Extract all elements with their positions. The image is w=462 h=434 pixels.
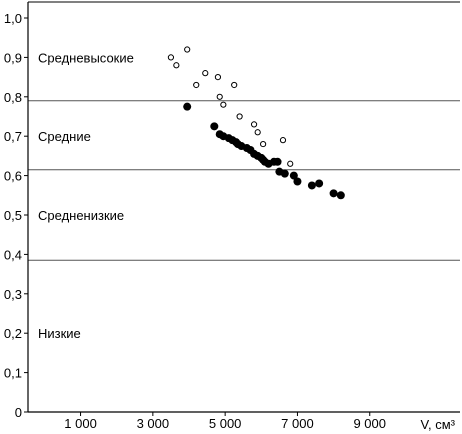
y-tick-label: 0,6 xyxy=(4,169,22,184)
y-axis-ticks: 0 0,1 0,2 0,3 0,4 0,5 0,6 0,7 0,8 0,9 1,0 xyxy=(4,11,28,420)
x-tick-label: 9 000 xyxy=(353,416,386,431)
zone-label: Средневысокие xyxy=(38,50,134,65)
filled-data-point xyxy=(183,102,192,111)
zone-label: Средние xyxy=(38,129,91,144)
filled-data-point xyxy=(293,177,302,186)
zone-label: Средненизкие xyxy=(38,208,124,223)
open-data-point xyxy=(173,62,180,69)
filled-data-point xyxy=(307,181,316,190)
x-axis-title: V, см³ xyxy=(421,417,456,432)
y-tick-label: 0,7 xyxy=(4,129,22,144)
y-tick-label: 0,9 xyxy=(4,50,22,65)
y-tick-label: 0 xyxy=(15,405,22,420)
open-data-point xyxy=(184,46,191,53)
x-axis-ticks: 1 000 3 000 5 000 7 000 9 000 xyxy=(64,412,386,431)
filled-data-point xyxy=(273,157,282,166)
filled-data-point xyxy=(289,171,298,180)
open-data-point xyxy=(214,74,222,81)
filled-data-point xyxy=(329,189,338,198)
x-tick-label: 7 000 xyxy=(281,416,314,431)
x-tick-label: 3 000 xyxy=(137,416,170,431)
filled-data-point xyxy=(280,169,289,178)
open-data-point xyxy=(287,160,294,167)
x-tick-label: 1 000 xyxy=(64,416,97,431)
x-tick-label: 5 000 xyxy=(209,416,242,431)
filled-data-point xyxy=(315,179,324,188)
open-data-point xyxy=(220,101,227,108)
y-tick-label: 0,2 xyxy=(4,326,22,341)
zone-label: Низкие xyxy=(38,326,81,341)
filled-data-point xyxy=(210,122,219,131)
open-data-point xyxy=(231,81,238,89)
y-tick-label: 0,1 xyxy=(4,366,22,381)
y-tick-label: 0,4 xyxy=(4,247,22,262)
open-data-point xyxy=(167,54,175,61)
y-tick-label: 0,3 xyxy=(4,287,22,302)
zone-labels: Средневысокие Средние Средненизкие Низкие xyxy=(38,50,134,341)
y-tick-label: 0,8 xyxy=(4,90,22,105)
open-data-point xyxy=(279,137,287,144)
open-data-point xyxy=(202,70,209,77)
open-data-point xyxy=(254,129,261,136)
y-tick-label: 1,0 xyxy=(4,11,22,26)
open-data-point xyxy=(260,140,267,148)
open-data-point xyxy=(250,121,258,128)
zone-boundaries xyxy=(28,100,460,261)
filled-data-point xyxy=(336,191,345,200)
open-data-point xyxy=(193,81,200,89)
open-data-point xyxy=(236,113,243,120)
axes xyxy=(27,1,460,413)
open-data-point xyxy=(216,93,223,100)
y-tick-label: 0,5 xyxy=(4,208,22,223)
data-points xyxy=(167,46,345,200)
